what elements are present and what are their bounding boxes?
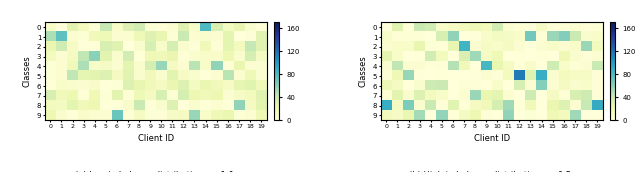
Text: (a) Low imbalance distribution, α=1.0.: (a) Low imbalance distribution, α=1.0. [75,171,236,172]
X-axis label: Client ID: Client ID [474,135,509,143]
Y-axis label: Classes: Classes [22,56,31,87]
X-axis label: Client ID: Client ID [138,135,173,143]
Text: (b) High imbalance distribution, α=0.5.: (b) High imbalance distribution, α=0.5. [410,171,574,172]
Y-axis label: Classes: Classes [358,56,367,87]
